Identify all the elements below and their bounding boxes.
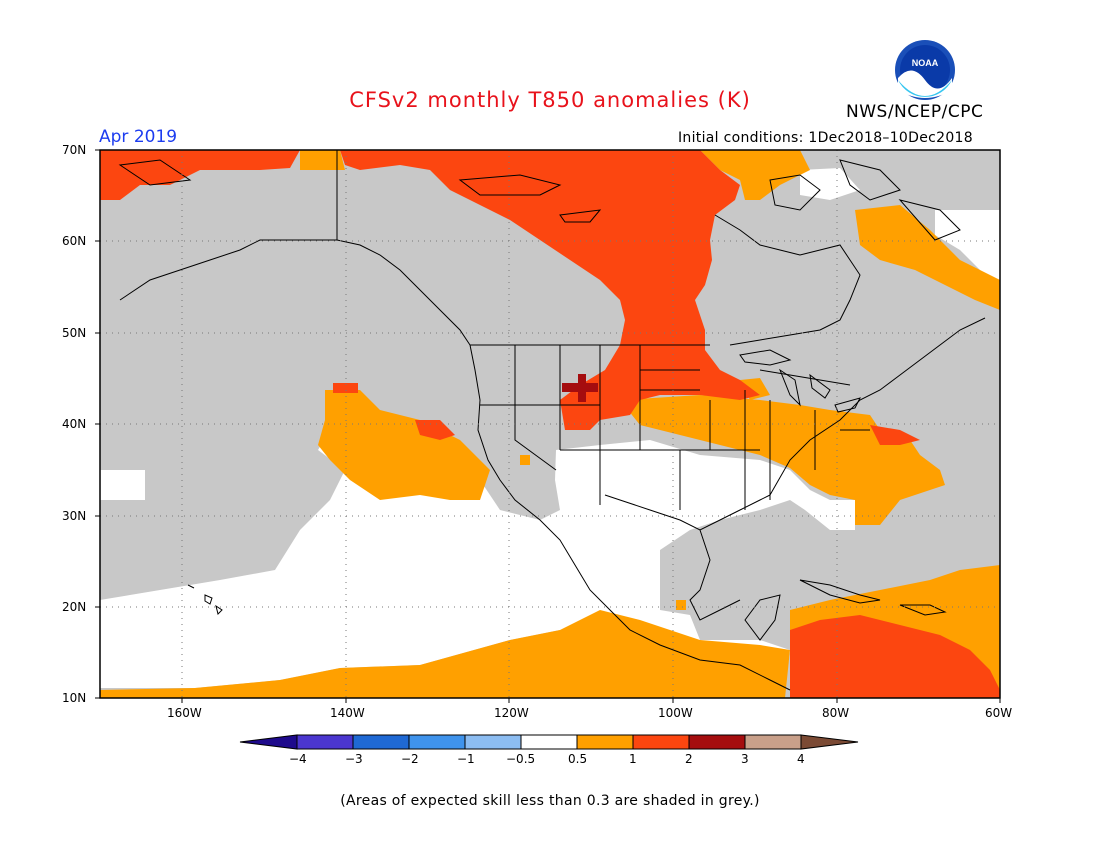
colorbar-tick-label: 1	[629, 752, 637, 766]
colorbar-tick-label: −2	[401, 752, 419, 766]
valid-month: Apr 2019	[99, 127, 178, 147]
colorbar-bin	[352, 734, 410, 750]
lat-label: 20N	[62, 600, 87, 614]
hawaii-islands	[187, 584, 223, 615]
arctic-islands	[118, 159, 961, 241]
colorbar-tick-label: 3	[741, 752, 749, 766]
lon-label: 120W	[494, 706, 529, 720]
anomaly-1-to-2-region	[100, 150, 1000, 698]
lat-label: 30N	[62, 509, 87, 523]
colorbar-bin	[296, 734, 354, 750]
lat-label: 10N	[62, 691, 87, 705]
colorbar-tick-label: −3	[345, 752, 363, 766]
lon-label: 160W	[167, 706, 202, 720]
chart-title: CFSv2 monthly T850 anomalies (K)	[349, 88, 751, 112]
colorbar-bin	[576, 734, 634, 750]
colorbar-tick-label: 2	[685, 752, 693, 766]
colorbar-tick-label: 4	[797, 752, 805, 766]
lon-label: 80W	[822, 706, 850, 720]
lat-gridlines	[100, 240, 1000, 608]
colorbar-bin	[688, 734, 746, 750]
colorbar-tick-label: 0.5	[568, 752, 588, 766]
neutral-region	[100, 168, 1000, 690]
logo-text: NOAA	[912, 58, 939, 68]
agency-label: NWS/NCEP/CPC	[846, 102, 984, 122]
colorbar-arrow-low	[239, 734, 298, 750]
caribbean-islands	[744, 579, 947, 641]
axis-ticks	[95, 149, 1001, 703]
colorbar-bin	[632, 734, 690, 750]
lon-label: 100W	[658, 706, 693, 720]
lon-label: 140W	[330, 706, 365, 720]
noaa-logo: NOAA	[895, 40, 955, 100]
footnote: (Areas of expected skill less than 0.3 a…	[340, 793, 760, 809]
coastlines	[119, 150, 986, 691]
lon-gridlines	[181, 150, 838, 698]
anomaly-2-to-3-region	[562, 374, 598, 402]
colorbar-bin	[744, 734, 802, 750]
map-panel	[95, 149, 1001, 703]
colorbar-tick-label: −4	[289, 752, 307, 766]
colorbar-bin	[408, 734, 466, 750]
lat-label: 70N	[62, 143, 87, 157]
lat-label: 50N	[62, 326, 87, 340]
colorbar-tick-label: −0.5	[506, 752, 536, 766]
colorbar-bin	[520, 734, 578, 750]
lat-label: 60N	[62, 234, 87, 248]
colorbar-tick-label: −1	[457, 752, 475, 766]
initial-conditions: Initial conditions: 1Dec2018–10Dec2018	[678, 130, 973, 146]
colorbar-bin	[464, 734, 522, 750]
colorbar-arrow-high	[800, 734, 859, 750]
great-lakes	[739, 349, 861, 413]
colorbar	[239, 734, 859, 750]
lat-label: 40N	[62, 417, 87, 431]
lon-label: 60W	[985, 706, 1013, 720]
